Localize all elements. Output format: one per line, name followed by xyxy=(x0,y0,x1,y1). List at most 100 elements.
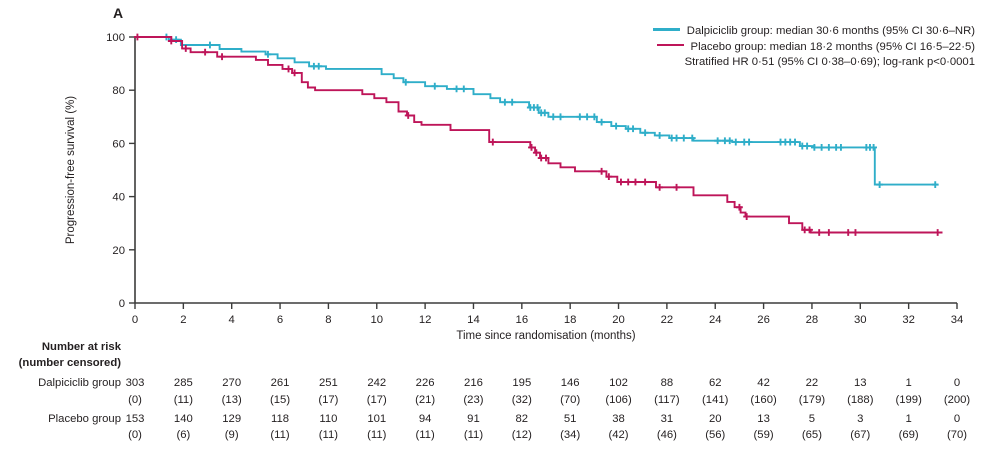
risk-cell: 22 xyxy=(805,377,819,389)
x-axis-title: Time since randomisation (months) xyxy=(456,330,636,342)
censor-tick-dalpiciclib xyxy=(726,137,734,145)
legend-row-dalpiciclib: Dalpiciclib group: median 30·6 months (9… xyxy=(652,24,975,40)
x-tick-label: 14 xyxy=(467,314,480,326)
censor-tick-dalpiciclib xyxy=(541,109,549,117)
censor-tick-dalpiciclib xyxy=(791,138,799,146)
censor-tick-dalpiciclib xyxy=(460,85,468,93)
x-tick-label: 10 xyxy=(370,314,383,326)
risk-cell: (21) xyxy=(415,394,436,406)
risk-cell: (69) xyxy=(898,429,919,441)
y-tick-label: 0 xyxy=(119,298,125,310)
risk-cell: 20 xyxy=(708,413,722,425)
y-axis-title: Progression-free survival (%) xyxy=(65,95,77,245)
risk-cell: (11) xyxy=(318,429,339,441)
censor-tick-placebo xyxy=(736,203,743,211)
risk-cell: (13) xyxy=(221,394,242,406)
risk-cell: (6) xyxy=(176,429,191,441)
risk-cell: 38 xyxy=(612,413,625,425)
censor-tick-dalpiciclib xyxy=(629,125,637,133)
censor-tick-dalpiciclib xyxy=(206,41,214,49)
y-tick-label: 60 xyxy=(112,138,125,150)
censor-tick-placebo xyxy=(598,167,606,175)
censor-tick-dalpiciclib xyxy=(557,113,564,121)
risk-cell: 226 xyxy=(415,377,435,389)
risk-cell: 1 xyxy=(905,413,912,425)
censor-tick-dalpiciclib xyxy=(745,138,753,146)
censor-tick-dalpiciclib xyxy=(501,98,509,106)
censor-tick-dalpiciclib xyxy=(590,113,598,121)
censor-tick-dalpiciclib xyxy=(431,82,439,90)
censor-tick-dalpiciclib xyxy=(583,113,591,121)
risk-cell: (199) xyxy=(895,394,922,406)
censor-tick-placebo xyxy=(844,229,852,236)
censor-tick-dalpiciclib xyxy=(810,143,818,151)
x-tick-label: 16 xyxy=(516,314,529,326)
risk-cell: (0) xyxy=(128,394,142,406)
risk-cell: (70) xyxy=(946,429,968,441)
censor-tick-placebo xyxy=(852,229,859,236)
x-tick-label: 8 xyxy=(325,314,331,326)
censor-tick-placebo xyxy=(632,178,639,186)
y-tick-label: 40 xyxy=(112,192,125,204)
risk-cell: 42 xyxy=(757,377,770,389)
censor-tick-dalpiciclib xyxy=(732,138,740,146)
risk-cell: (12) xyxy=(511,429,532,441)
censor-tick-dalpiciclib xyxy=(673,134,680,142)
risk-cell: (17) xyxy=(366,394,387,406)
risk-cell: 261 xyxy=(270,377,290,389)
censor-tick-dalpiciclib xyxy=(803,142,811,150)
stratified-hr-note: Stratified HR 0·51 (95% CI 0·38–0·69); l… xyxy=(684,56,975,68)
panel-label: A xyxy=(113,5,124,21)
censor-tick-placebo xyxy=(404,112,412,119)
censor-tick-dalpiciclib xyxy=(931,181,939,189)
censor-tick-dalpiciclib xyxy=(818,143,826,151)
censor-tick-dalpiciclib xyxy=(402,78,410,86)
censor-tick-dalpiciclib xyxy=(453,85,460,93)
risk-cell: 88 xyxy=(660,377,674,389)
risk-cell: (11) xyxy=(173,394,193,406)
censor-tick-placebo xyxy=(532,149,540,157)
censor-tick-placebo xyxy=(542,154,550,162)
censor-tick-placebo xyxy=(617,178,625,186)
censor-tick-placebo xyxy=(167,37,175,45)
risk-cell: (179) xyxy=(798,394,826,406)
censor-tick-placebo xyxy=(201,48,209,56)
risk-cell: (117) xyxy=(654,394,680,406)
censor-tick-placebo xyxy=(291,69,298,77)
risk-cell: 101 xyxy=(367,413,387,425)
risk-cell: 91 xyxy=(467,413,480,425)
censor-tick-placebo xyxy=(285,65,292,73)
risk-cell: 146 xyxy=(560,377,580,389)
risk-cell: 82 xyxy=(515,413,529,425)
risk-cell: (67) xyxy=(850,429,871,441)
x-tick-label: 30 xyxy=(854,314,867,326)
placebo-legend-label: Placebo group: median 18·2 months (95% C… xyxy=(690,40,975,53)
risk-cell: (9) xyxy=(224,429,239,441)
risk-cell: (188) xyxy=(847,394,874,406)
risk-cell: (42) xyxy=(608,429,629,441)
risk-cell: 1 xyxy=(905,377,912,389)
x-tick-label: 28 xyxy=(806,314,819,326)
censor-tick-placebo xyxy=(489,138,497,146)
x-tick-label: 2 xyxy=(180,314,186,326)
censor-tick-placebo xyxy=(134,33,141,41)
censor-tick-dalpiciclib xyxy=(264,50,272,58)
risk-cell: 0 xyxy=(953,413,961,425)
risk-cell: 242 xyxy=(367,377,387,389)
censor-tick-placebo xyxy=(641,178,649,186)
risk-cell: (160) xyxy=(750,394,777,406)
x-tick-label: 20 xyxy=(612,314,625,326)
risk-cell: 251 xyxy=(318,377,338,389)
risk-cell: 195 xyxy=(512,377,532,389)
risk-cell: (65) xyxy=(801,429,822,441)
censor-tick-dalpiciclib xyxy=(612,122,620,130)
risk-cell: (15) xyxy=(270,394,291,406)
risk-cell: 129 xyxy=(222,413,242,425)
risk-cell: (200) xyxy=(943,394,971,406)
censor-tick-placebo xyxy=(815,229,823,236)
risk-table-header-line2: (number censored) xyxy=(18,357,121,369)
risk-row-label-placebo: Placebo group xyxy=(48,413,121,425)
censor-tick-dalpiciclib xyxy=(837,143,845,151)
risk-cell: (56) xyxy=(705,429,726,441)
y-tick-label: 20 xyxy=(112,245,125,257)
